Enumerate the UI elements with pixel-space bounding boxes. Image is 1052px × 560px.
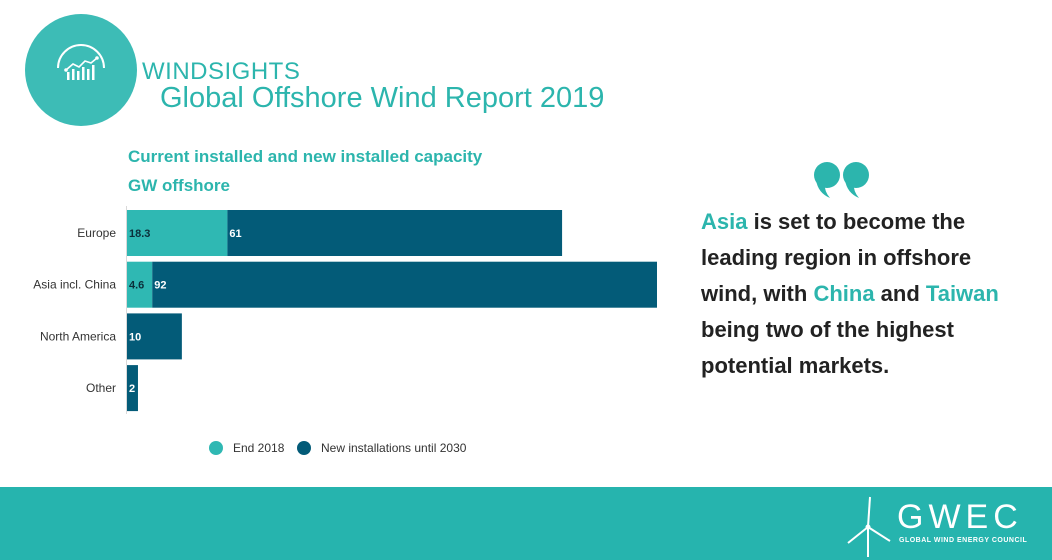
report-title: Global Offshore Wind Report 2019 — [160, 82, 612, 115]
chart-title: Current installed and new installed capa… — [128, 147, 483, 166]
bar-chart: Europe 18.3 61 Asia incl. China 4.6 92 North A… — [33, 206, 657, 455]
legend-label: End 2018 — [233, 441, 285, 455]
data-label: 2 — [129, 383, 135, 395]
chart-gauge-icon — [57, 44, 105, 80]
gwec-logo-text: GWEC — [897, 498, 1023, 536]
category-label: Asia incl. China — [33, 278, 116, 292]
quote-segment: being two of the highest potential marke… — [701, 317, 954, 378]
legend-label: New installations until 2030 — [321, 441, 467, 455]
bar-new-installations — [127, 313, 182, 360]
bar-new-installations — [127, 365, 138, 412]
bar-new-installations — [152, 261, 657, 308]
data-label: 92 — [154, 280, 166, 292]
quote-highlight-taiwan: Taiwan — [925, 281, 999, 306]
data-label: 61 — [229, 228, 241, 240]
quote-text: Asia is set to become the leading region… — [701, 204, 1031, 384]
bar-end-2018 — [127, 210, 228, 256]
report-title-text: Global Offshore Wind Report — [160, 82, 532, 114]
brand-name: WINDSIGHTS — [142, 58, 301, 85]
quote-highlight-china: China — [813, 281, 875, 306]
chart-subtitle: GW offshore — [128, 176, 230, 195]
data-label: 10 — [129, 331, 141, 343]
category-label: Other — [86, 381, 116, 395]
data-label: 18.3 — [129, 228, 150, 240]
wind-turbine-icon — [847, 496, 891, 557]
footer-bar: GWEC GLOBAL WIND ENERGY COUNCIL — [0, 487, 1052, 560]
bar-new-installations — [227, 210, 563, 256]
data-label: 4.6 — [129, 280, 144, 292]
windsights-logo — [25, 14, 137, 126]
quote-icon — [814, 162, 869, 198]
legend-marker — [297, 441, 311, 455]
bar-end-2018 — [127, 261, 153, 308]
chart-title-block: Current installed and new installed capa… — [128, 142, 482, 200]
gwec-logo-subtitle: GLOBAL WIND ENERGY COUNCIL — [899, 537, 1028, 544]
legend-marker — [209, 441, 223, 455]
category-label: Europe — [77, 226, 116, 240]
report-year: 2019 — [539, 82, 605, 114]
quote-segment: is set to become the leading region in o… — [701, 209, 972, 306]
quote-highlight-asia: Asia — [701, 209, 748, 234]
quote-segment: and — [874, 281, 926, 306]
category-label: North America — [40, 329, 116, 343]
